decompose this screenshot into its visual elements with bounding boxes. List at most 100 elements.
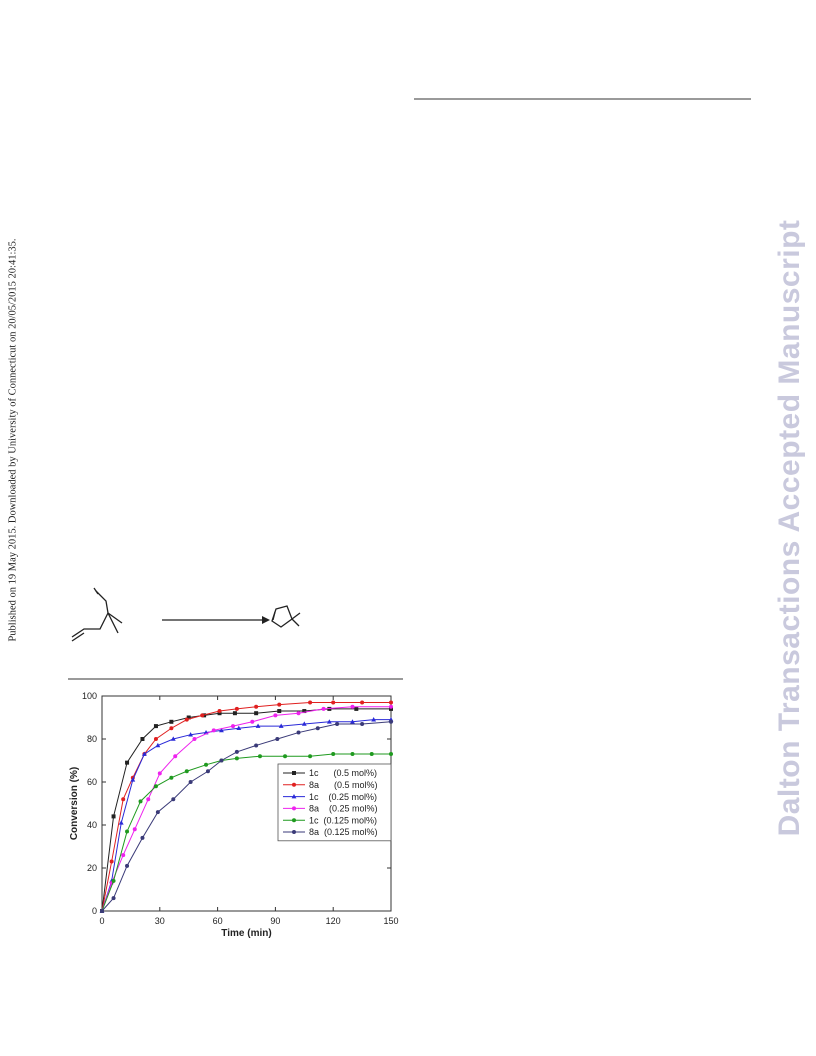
legend-entry: 8a (0.125 mol%) [309, 827, 378, 837]
data-point [170, 736, 176, 741]
conversion-chart: 0 30 60 90 120 150 0 20 40 60 80 100 Time (min) Conve… [69, 691, 399, 939]
data-point [389, 704, 393, 709]
legend-entry: 1c (0.125 mol%) [309, 815, 377, 825]
data-point [277, 702, 282, 707]
legend-marker [292, 771, 296, 775]
data-point [354, 706, 359, 711]
data-point [321, 706, 326, 711]
data-point [389, 706, 393, 711]
data-point [109, 859, 114, 864]
data-point [234, 706, 239, 711]
data-point [369, 752, 374, 757]
data-point [350, 704, 355, 709]
data-point [184, 717, 189, 722]
legend-marker [291, 794, 297, 799]
data-point [205, 769, 210, 774]
data-point [155, 742, 161, 748]
data-point [254, 711, 259, 716]
data-point [255, 723, 261, 728]
data-point [111, 814, 116, 819]
data-point [192, 737, 197, 741]
data-point [169, 775, 174, 780]
data-point [350, 752, 355, 757]
data-point [141, 751, 147, 756]
data-point [130, 777, 136, 782]
data-point [125, 863, 130, 868]
series-6 [100, 719, 393, 913]
legend-entry: 8a (0.5 mol%) [309, 780, 378, 790]
data-point [296, 711, 301, 716]
data-point [171, 797, 176, 802]
data-point [275, 737, 280, 741]
data-point [254, 743, 259, 748]
diene-substrate-icon [71, 587, 123, 642]
data-point [186, 715, 191, 720]
y-tick-label: 60 [87, 777, 97, 787]
data-point [371, 717, 377, 722]
data-point [360, 721, 365, 726]
journal-watermark: Dalton Transactions Accepted Manuscript [773, 219, 806, 837]
data-point [389, 719, 393, 724]
data-point [111, 896, 116, 901]
data-point [140, 835, 145, 840]
series-2 [100, 700, 393, 913]
cyclopentene-product-icon [271, 605, 301, 628]
data-point [389, 752, 393, 757]
x-tick-label: 30 [155, 916, 165, 926]
series-line [101, 706, 391, 912]
data-point [188, 780, 193, 784]
data-point [302, 709, 307, 714]
x-tick-label: 0 [99, 916, 104, 926]
data-point [219, 758, 224, 763]
legend-box [277, 763, 392, 842]
data-point [278, 723, 284, 728]
data-point [153, 784, 158, 789]
x-tick-label: 60 [213, 916, 223, 926]
x-axis-label: Time (min) [221, 928, 271, 939]
data-point [217, 711, 222, 716]
data-point [138, 799, 143, 804]
data-point [301, 721, 307, 726]
data-point [308, 754, 313, 759]
reaction-arrow-icon [162, 616, 270, 624]
data-point [157, 771, 162, 776]
data-point [232, 711, 237, 716]
legend-entry: 1c (0.25 mol%) [309, 792, 377, 802]
data-point [231, 724, 236, 729]
data-point [188, 732, 194, 737]
data-point [217, 709, 222, 714]
data-point [169, 726, 174, 731]
data-point [211, 728, 216, 733]
data-point [184, 769, 189, 774]
series-5 [100, 752, 393, 913]
legend-marker [292, 806, 296, 811]
data-point [219, 727, 224, 733]
data-point [236, 725, 242, 731]
data-point [200, 713, 205, 718]
data-point [257, 754, 262, 759]
data-point [100, 909, 104, 913]
x-tick-label: 90 [270, 916, 280, 926]
top-rule [414, 98, 751, 100]
data-point [335, 721, 340, 726]
data-point [169, 719, 174, 724]
legend-marker [292, 782, 296, 787]
y-tick-label: 20 [87, 863, 97, 873]
data-point [360, 700, 365, 705]
legend-marker [292, 830, 296, 834]
data-point [118, 820, 124, 825]
y-tick-label: 40 [87, 820, 97, 830]
chart-legend: 1c (0.5 mol%) 8a (0.5 mol%) 1c (0.25 mol%)… [277, 763, 392, 842]
data-point [111, 878, 116, 883]
data-point [254, 704, 259, 709]
data-point [234, 756, 239, 761]
data-point [331, 700, 336, 705]
data-point [277, 709, 282, 714]
legend-entry: 1c (0.5 mol%) [309, 768, 377, 778]
section-rule [68, 678, 403, 680]
data-point [283, 754, 288, 759]
data-point [389, 700, 393, 705]
data-point [155, 810, 160, 815]
data-point [234, 749, 239, 754]
data-point [121, 853, 126, 858]
